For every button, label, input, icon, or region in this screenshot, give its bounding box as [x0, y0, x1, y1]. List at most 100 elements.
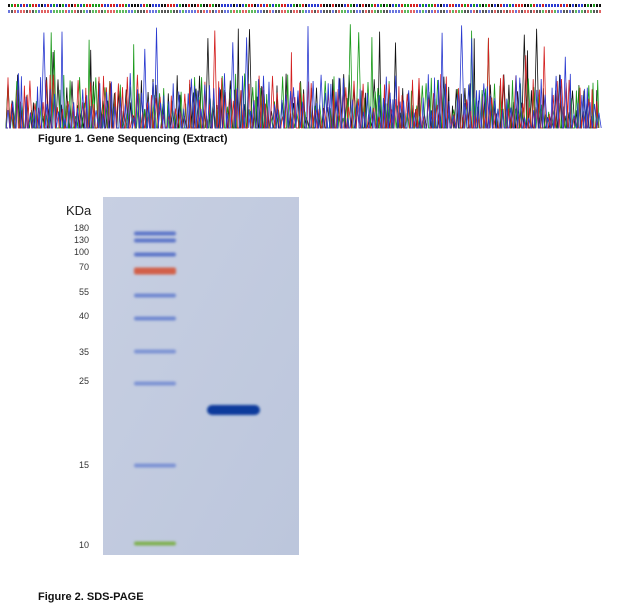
sequence-glyph — [431, 4, 433, 7]
sequence-glyph — [470, 10, 472, 13]
sequence-glyph — [119, 10, 121, 13]
ladder-band — [134, 238, 176, 243]
sequence-glyph — [365, 10, 367, 13]
sequence-glyph — [434, 10, 436, 13]
sequence-glyph — [362, 10, 364, 13]
sequence-glyph — [359, 4, 361, 7]
sequence-glyph — [11, 4, 13, 7]
sequence-glyph — [518, 10, 520, 13]
sequence-glyph — [50, 10, 52, 13]
sequence-glyph — [107, 10, 109, 13]
sequence-glyph — [29, 10, 31, 13]
sequence-glyph — [68, 4, 70, 7]
sequence-glyph — [509, 10, 511, 13]
sequence-glyph — [206, 4, 208, 7]
sequence-glyph — [467, 10, 469, 13]
sequence-glyph — [320, 4, 322, 7]
sequence-glyph — [563, 10, 565, 13]
sequence-glyph — [221, 10, 223, 13]
ladder-label: 130 — [74, 235, 89, 245]
sequence-glyph — [44, 4, 46, 7]
sequence-glyph — [497, 4, 499, 7]
sequence-glyph — [341, 10, 343, 13]
sequence-glyph — [143, 4, 145, 7]
sequence-glyph — [533, 10, 535, 13]
sequence-glyph — [461, 4, 463, 7]
sequence-glyph — [455, 10, 457, 13]
sequence-glyph — [440, 10, 442, 13]
sequence-glyph — [509, 4, 511, 7]
sequence-glyph — [197, 4, 199, 7]
sequence-glyph — [593, 4, 595, 7]
sequence-glyph — [260, 10, 262, 13]
sequence-glyph — [584, 4, 586, 7]
sequence-glyph — [164, 4, 166, 7]
sequence-glyph — [23, 10, 25, 13]
sequence-glyph — [371, 10, 373, 13]
sequence-glyph — [512, 10, 514, 13]
sequence-glyph — [521, 4, 523, 7]
ladder-band — [134, 293, 176, 298]
sequence-glyph — [272, 10, 274, 13]
sequence-glyph — [164, 10, 166, 13]
sequence-glyph — [335, 10, 337, 13]
sequence-glyph — [158, 4, 160, 7]
sequence-glyph — [329, 4, 331, 7]
sequence-glyph — [338, 10, 340, 13]
sequence-glyph — [167, 4, 169, 7]
sequence-glyph — [455, 4, 457, 7]
sequence-glyph — [485, 10, 487, 13]
sequence-glyph — [422, 10, 424, 13]
sequence-glyph — [8, 10, 10, 13]
sequence-glyph — [506, 4, 508, 7]
sequence-glyph — [407, 10, 409, 13]
sequence-glyph — [131, 4, 133, 7]
sequence-glyph — [548, 10, 550, 13]
sequence-glyph — [167, 10, 169, 13]
sequence-glyph — [230, 10, 232, 13]
sequence-glyph — [107, 4, 109, 7]
sequence-glyph — [506, 10, 508, 13]
gel-bands — [134, 231, 260, 546]
sequence-glyph — [389, 4, 391, 7]
sequence-glyph — [128, 10, 130, 13]
sequence-glyph — [521, 10, 523, 13]
sequence-glyph — [38, 4, 40, 7]
sequence-glyph — [137, 10, 139, 13]
sequence-glyph — [146, 10, 148, 13]
sequence-glyph — [86, 4, 88, 7]
sequence-glyph — [89, 4, 91, 7]
sequence-glyph — [86, 10, 88, 13]
sequence-glyph — [173, 10, 175, 13]
sequence-glyph — [248, 10, 250, 13]
sequence-glyph — [287, 4, 289, 7]
sequence-glyph — [239, 10, 241, 13]
sequence-glyph — [317, 4, 319, 7]
sequence-glyph — [56, 10, 58, 13]
sequence-glyph — [323, 10, 325, 13]
sequence-glyph — [152, 10, 154, 13]
sequence-glyph — [335, 4, 337, 7]
sequence-glyph — [275, 4, 277, 7]
ladder-label: 25 — [79, 376, 89, 386]
sequence-glyph — [269, 10, 271, 13]
sequence-glyph — [434, 4, 436, 7]
sequence-glyph — [83, 10, 85, 13]
sequence-glyph — [185, 10, 187, 13]
sequence-glyph — [296, 4, 298, 7]
sequence-glyph — [212, 10, 214, 13]
sequence-glyph — [368, 10, 370, 13]
sequence-glyph — [266, 10, 268, 13]
sequence-glyph — [299, 4, 301, 7]
sequence-glyph — [149, 10, 151, 13]
sequence-glyph — [542, 4, 544, 7]
sequence-glyph — [584, 10, 586, 13]
sequence-glyph — [530, 4, 532, 7]
sequence-glyph — [386, 10, 388, 13]
sequence-glyph — [413, 4, 415, 7]
unit-label: KDa — [66, 203, 92, 218]
sequence-glyph — [494, 4, 496, 7]
sequence-glyph — [77, 10, 79, 13]
sequence-glyph — [566, 10, 568, 13]
